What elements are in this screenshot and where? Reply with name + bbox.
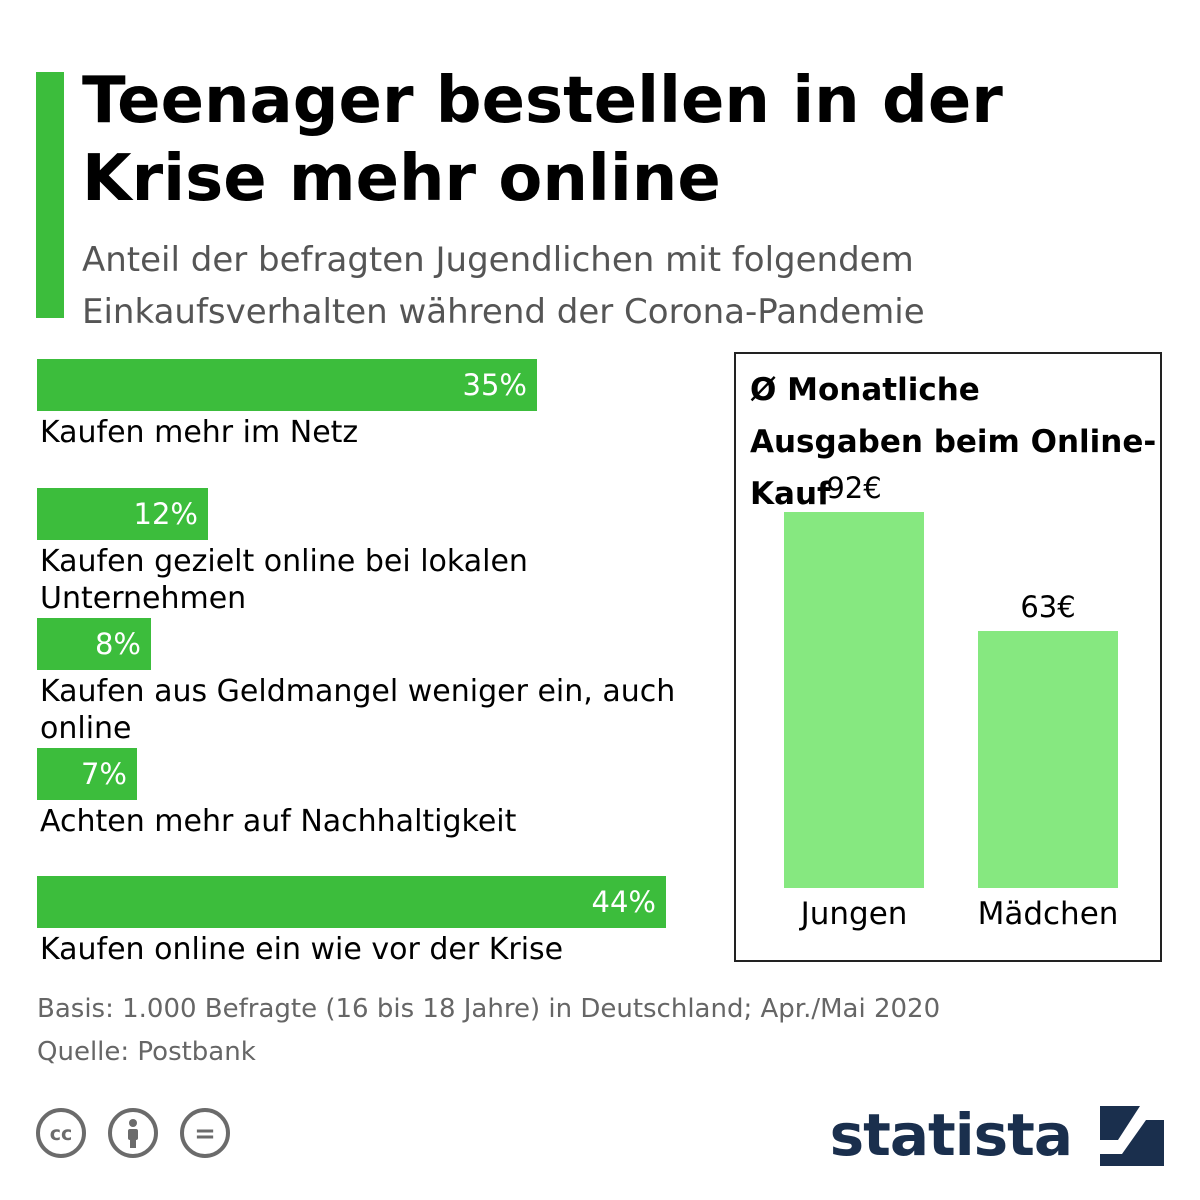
hbar-value-label: 8% <box>94 627 141 661</box>
hbar-5 <box>37 876 666 928</box>
cc-icon-glyph: cc <box>50 1123 73 1145</box>
vbar-category-label: Mädchen <box>977 896 1119 932</box>
hbar-category-label: Kaufen online ein wie vor der Krise <box>40 932 564 967</box>
hbar-4 <box>37 748 137 800</box>
hbar-value-label: 12% <box>133 497 198 531</box>
cc-icon[interactable]: cc <box>36 1108 86 1158</box>
statista-logo[interactable]: statista <box>830 1100 1164 1170</box>
hbar-value-label: 7% <box>80 757 127 791</box>
nd-icon-glyph: = <box>194 1119 216 1149</box>
hbar-category-label: Achten mehr auf Nachhaltigkeit <box>40 804 517 839</box>
vbar-2 <box>978 631 1118 888</box>
spending-bar-chart: 92€ Jungen 63€ Mädchen <box>736 354 1164 964</box>
page-subtitle: Anteil der befragten Jugendlichen mit fo… <box>82 240 925 332</box>
vbar-value-label: 63€ <box>1020 590 1076 624</box>
nd-icon[interactable]: = <box>180 1108 230 1158</box>
hbar-value-label: 35% <box>462 368 527 402</box>
spending-chart-title: Ø Monatliche Ausgaben beim Online-Kauf <box>750 372 1157 512</box>
by-icon[interactable] <box>108 1108 158 1158</box>
hbar-category-label: Kaufen mehr im Netz <box>40 415 359 450</box>
vbar-category-label: Jungen <box>800 896 908 932</box>
statista-logo-icon <box>1100 1106 1164 1166</box>
hbar-category-label: Kaufen aus Geldmangel weniger ein, auch … <box>40 674 676 746</box>
basis-note: Basis: 1.000 Befragte (16 bis 18 Jahre) … <box>37 994 941 1024</box>
hbar-2 <box>37 488 208 540</box>
hbar-category-label: Kaufen gezielt online bei lokalen Untern… <box>40 544 528 616</box>
vbar-value-label: 92€ <box>826 471 882 505</box>
vbar-1 <box>784 512 924 888</box>
statista-logo-text: statista <box>829 1101 1073 1169</box>
hbar-1 <box>37 359 537 411</box>
accent-bar <box>36 72 64 318</box>
behavior-bar-chart: 35% Kaufen mehr im Netz 12% Kaufen gezielt … <box>0 340 700 980</box>
hbar-3 <box>37 618 151 670</box>
hbar-value-label: 44% <box>591 885 656 919</box>
spending-chart-box: Ø Monatliche Ausgaben beim Online-Kauf 9… <box>734 352 1162 962</box>
page-title: Teenager bestellen in der Krise mehr onl… <box>82 64 1003 216</box>
source-note: Quelle: Postbank <box>37 1037 256 1067</box>
